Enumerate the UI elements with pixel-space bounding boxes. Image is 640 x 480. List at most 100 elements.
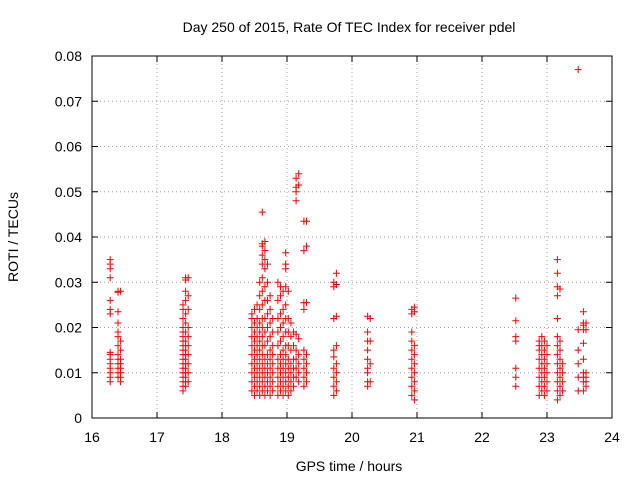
data-point [410, 351, 418, 359]
data-point [256, 292, 264, 300]
data-point [540, 391, 548, 399]
data-point [303, 369, 310, 377]
data-point [512, 294, 520, 302]
data-point [258, 274, 266, 282]
y-tick-label: 0.03 [55, 274, 82, 290]
data-point [295, 369, 303, 377]
data-point [366, 315, 374, 322]
data-point [248, 310, 256, 318]
data-point [287, 333, 295, 341]
data-point [106, 305, 114, 313]
data-point [264, 278, 271, 286]
data-point [364, 355, 372, 363]
data-point [330, 346, 338, 354]
data-point [410, 342, 418, 350]
data-point [543, 369, 551, 377]
data-point [540, 337, 548, 345]
data-point [114, 328, 122, 336]
data-point [106, 274, 114, 282]
data-point [300, 355, 308, 363]
data-point [408, 391, 416, 399]
data-point [287, 378, 295, 386]
data-point [279, 319, 287, 327]
data-point [330, 364, 338, 372]
data-point [266, 364, 274, 372]
data-point [182, 337, 190, 345]
data-point [184, 274, 192, 282]
data-point [332, 387, 340, 395]
data-point [184, 342, 192, 350]
data-point [332, 312, 340, 320]
y-tick-label: 0.05 [55, 184, 82, 200]
data-point [408, 364, 416, 372]
data-point [553, 396, 561, 404]
data-point [261, 238, 269, 245]
data-point [556, 373, 564, 381]
x-tick-label: 22 [474, 429, 490, 445]
data-point [287, 319, 295, 327]
data-point [295, 378, 303, 386]
data-point [579, 387, 587, 395]
data-point [574, 66, 582, 74]
data-point [364, 364, 372, 372]
data-point [512, 364, 520, 372]
data-point [182, 328, 190, 336]
data-point [184, 292, 192, 300]
data-point [287, 387, 295, 395]
data-point [279, 305, 287, 313]
data-point [540, 364, 548, 372]
data-point [256, 346, 264, 354]
data-point [264, 310, 271, 318]
data-point [574, 360, 582, 368]
data-point [540, 373, 548, 381]
data-point [553, 333, 561, 341]
data-point [266, 319, 274, 327]
data-point [277, 292, 284, 300]
data-point [538, 333, 546, 341]
data-point [256, 278, 264, 286]
data-point [179, 301, 187, 309]
data-point [261, 328, 269, 336]
data-point [330, 382, 338, 390]
data-point [543, 342, 551, 350]
data-point [292, 330, 300, 338]
data-point [512, 373, 520, 381]
data-point [274, 278, 282, 286]
x-tick-label: 21 [409, 429, 425, 445]
data-point [408, 346, 416, 354]
data-point [179, 315, 187, 322]
data-point [290, 382, 297, 390]
data-point [408, 382, 416, 390]
data-point [284, 391, 292, 399]
data-point [277, 337, 284, 345]
data-point [410, 378, 418, 386]
data-point [114, 308, 122, 316]
data-point [512, 317, 520, 325]
data-point [277, 310, 284, 318]
data-point [264, 324, 271, 331]
data-point [303, 378, 310, 386]
data-point [559, 387, 567, 395]
data-point [184, 360, 192, 368]
data-point [300, 247, 308, 255]
x-axis-title: GPS time / hours [296, 458, 403, 474]
data-point [579, 355, 587, 363]
data-point [559, 360, 567, 368]
data-point [579, 308, 587, 316]
data-point [284, 315, 292, 322]
data-point [582, 319, 590, 327]
data-point [269, 378, 277, 386]
data-point [332, 342, 340, 350]
data-point [282, 249, 290, 257]
axis-ticks [91, 55, 613, 419]
data-point [556, 382, 564, 390]
data-point [292, 197, 300, 205]
data-point [582, 326, 590, 334]
data-point [553, 256, 561, 264]
data-point [258, 301, 266, 309]
data-point [182, 287, 190, 295]
data-point [295, 181, 303, 189]
data-point [332, 360, 340, 368]
data-point [117, 355, 125, 363]
data-point [106, 296, 114, 304]
